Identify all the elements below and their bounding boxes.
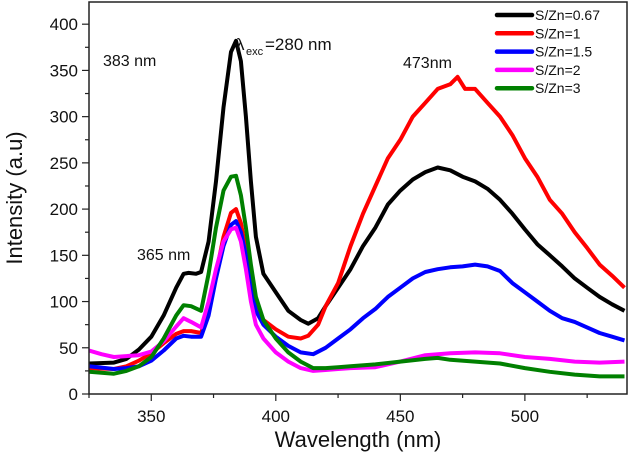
annotation-excitation: =280 nm [265,35,332,54]
plot-frame [88,1,628,395]
legend-label: S/Zn=0.67 [535,7,600,23]
legend-label: S/Zn=3 [535,80,581,96]
y-tick-label: 50 [59,339,78,358]
y-tick-label: 250 [50,154,78,173]
y-tick-label: 100 [50,293,78,312]
x-axis-label: Wavelength (nm) [275,427,442,452]
y-tick-label: 200 [50,200,78,219]
x-tick-label: 450 [386,407,414,426]
series-line-4 [89,173,625,379]
y-tick-label: 350 [50,61,78,80]
x-tick-label: 350 [137,407,165,426]
legend-label: S/Zn=1.5 [535,44,592,60]
x-tick-label: 500 [511,407,539,426]
y-tick-label: 150 [50,246,78,265]
series-line-0 [89,38,626,366]
series-line-2 [89,219,626,371]
annotation-473nm: 473nm [403,55,452,72]
series-line-1 [89,74,626,371]
annotation-exc-subscript: exc [246,46,264,58]
legend-label: S/Zn=1 [535,25,581,41]
series-line-3 [89,225,625,373]
y-axis-label: Intensity (a.u) [2,131,27,264]
y-tick-label: 0 [69,385,78,404]
annotation-383nm: 383 nm [103,53,156,70]
y-tick-label: 400 [50,15,78,34]
annotation-lambda: λ [236,35,245,54]
annotation-365nm: 365 nm [137,247,190,264]
x-tick-label: 400 [262,407,290,426]
y-tick-label: 300 [50,108,78,127]
legend-label: S/Zn=2 [535,62,581,78]
